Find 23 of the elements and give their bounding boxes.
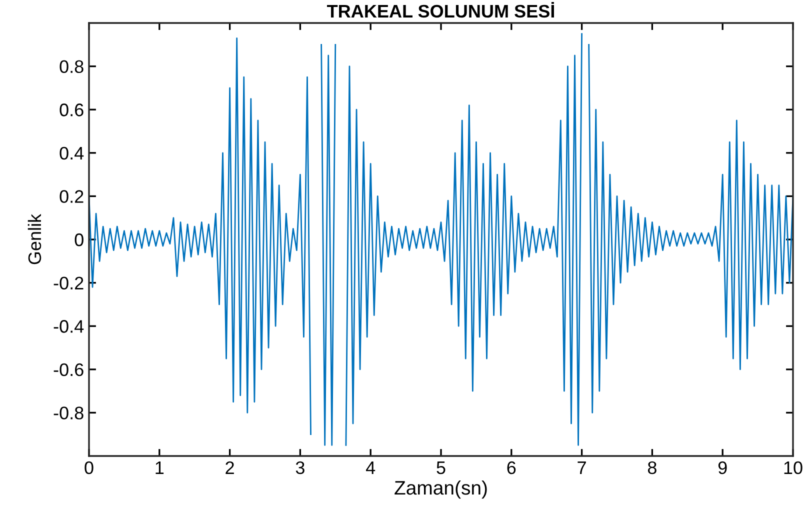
y-tick-label: 0.4 — [60, 146, 84, 160]
y-tick-label: -0.4 — [54, 320, 84, 333]
x-tick-label: 3 — [296, 461, 304, 474]
y-tick-label: -0.2 — [54, 276, 84, 290]
x-tick-label: 0 — [84, 461, 94, 474]
x-tick-label: 7 — [578, 462, 586, 474]
y-tick-label: 0 — [74, 233, 84, 246]
y-tick-label: 0.2 — [60, 190, 84, 203]
x-tick-label: 2 — [226, 461, 234, 474]
x-tick-label: 6 — [507, 461, 516, 474]
y-tick-label: 0.8 — [60, 60, 84, 74]
chart-title: TRAKEAL SOLUNUM SESİ — [327, 2, 554, 18]
y-axis-title: Genlik — [28, 214, 42, 264]
x-tick-label: 5 — [436, 462, 446, 474]
y-tick-label: -0.8 — [54, 406, 84, 420]
x-tick-label: 8 — [648, 461, 656, 474]
x-axis-title: Zaman(sn) — [394, 480, 487, 499]
x-tick-label: 1 — [156, 462, 164, 474]
y-tick-label: 0.6 — [60, 104, 84, 116]
x-tick-label: 10 — [784, 461, 802, 474]
x-tick-label: 9 — [718, 461, 727, 474]
y-tick-label: -0.6 — [54, 363, 84, 376]
x-tick-label: 4 — [366, 462, 376, 474]
